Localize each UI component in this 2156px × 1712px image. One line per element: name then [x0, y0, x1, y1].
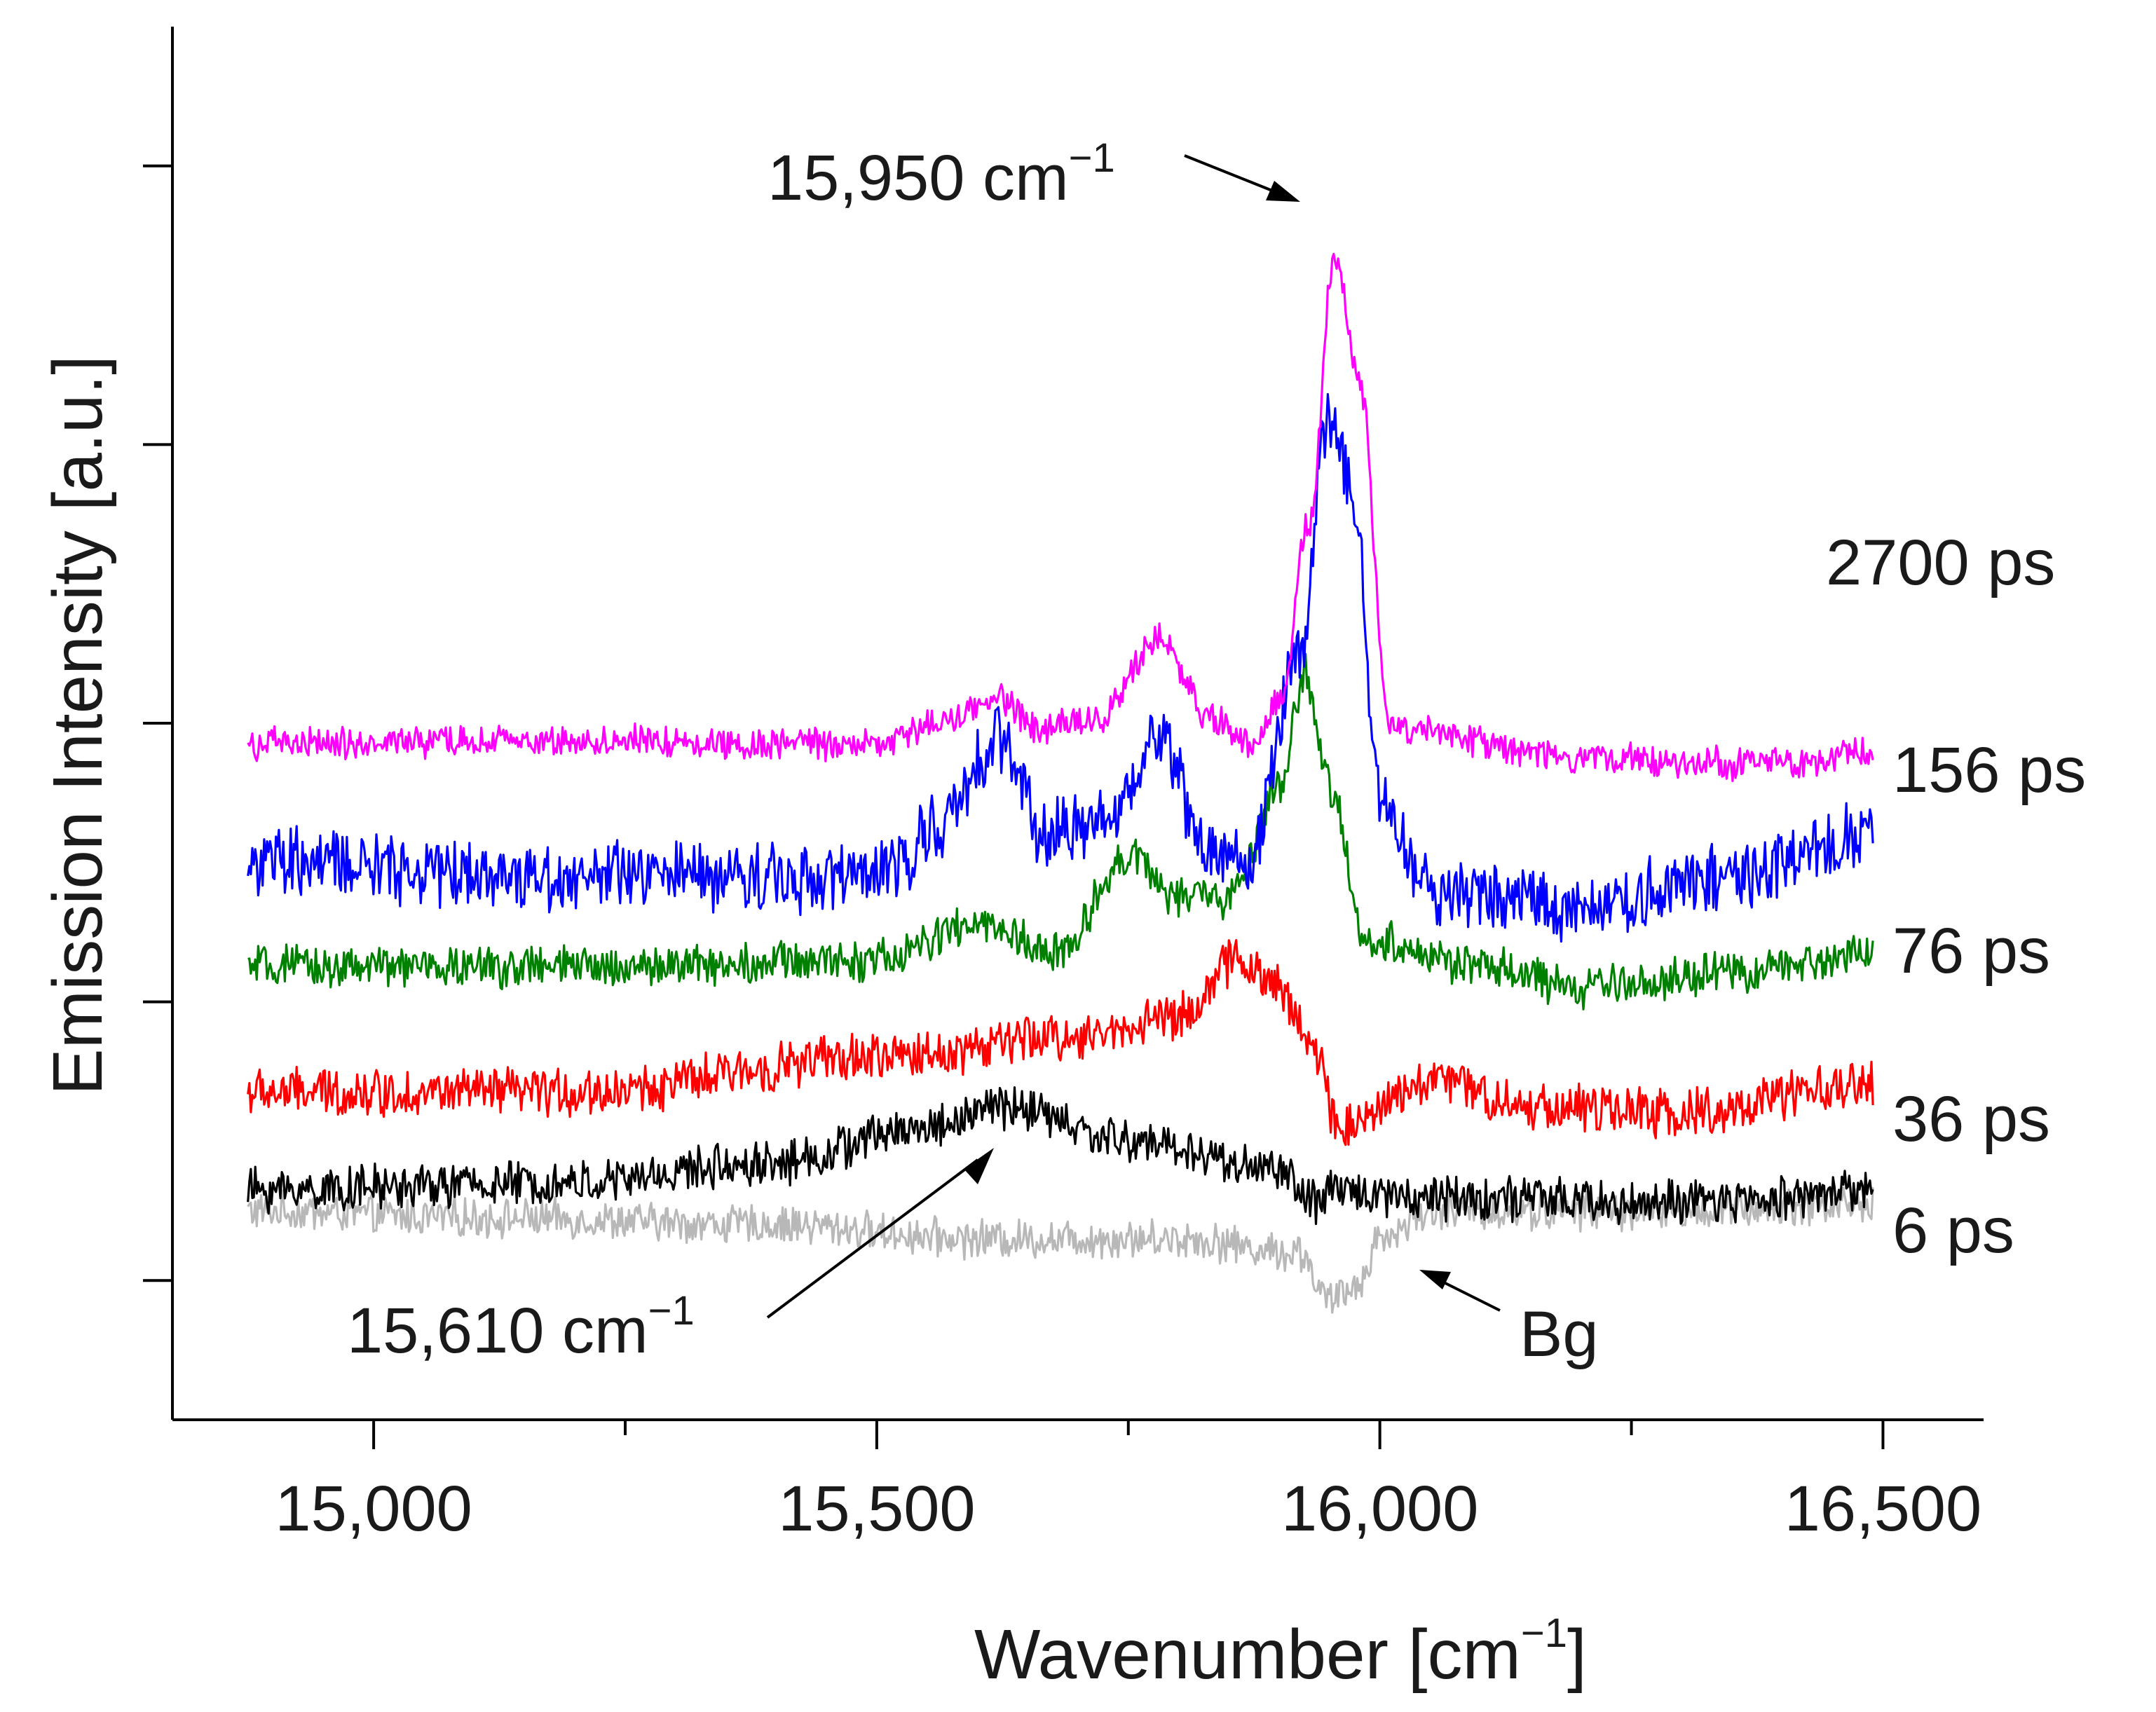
series-line-156ps	[247, 392, 1874, 943]
series-line-76ps	[247, 652, 1874, 1011]
y-ticks	[143, 164, 172, 1282]
series-label-6ps: 6 ps	[1892, 1195, 2014, 1266]
annotation-15610: 15,610 cm−1	[347, 1148, 994, 1367]
series-label-36ps: 36 ps	[1892, 1083, 2050, 1155]
x-axis-title-sup: −1	[1521, 1610, 1567, 1656]
x-tick-label-16000: 16,000	[1281, 1473, 1478, 1545]
annotation-15950-main: 15,950 cm	[767, 142, 1069, 214]
annotation-15610-arrowhead	[964, 1148, 994, 1184]
annotation-bg-text: Bg	[1520, 1299, 1599, 1370]
x-tick-labels: 15,000 15,500 16,000 16,500	[275, 1473, 1981, 1545]
x-tick-label-15000: 15,000	[275, 1473, 472, 1545]
annotation-15950-text: 15,950 cm−1	[767, 135, 1115, 214]
series-line-Bg	[247, 1186, 1874, 1314]
x-tick-label-15500: 15,500	[778, 1473, 975, 1545]
x-axis-title-end: ]	[1567, 1615, 1587, 1694]
series-labels: 2700 ps 156 ps 76 ps 36 ps 6 ps	[1826, 527, 2086, 1266]
annotation-15610-arrow	[766, 1158, 979, 1319]
series-line-36ps	[247, 939, 1874, 1146]
x-axis-title: Wavenumber [cm−1]	[974, 1610, 1587, 1694]
series-label-156ps: 156 ps	[1892, 734, 2086, 806]
annotation-15610-sup: −1	[648, 1288, 695, 1334]
x-axis-title-main: Wavenumber [cm	[974, 1615, 1521, 1694]
annotation-15950-arrowhead	[1266, 181, 1300, 202]
series-line-6ps	[247, 1086, 1874, 1226]
x-tick-label-16500: 16,500	[1785, 1473, 1981, 1545]
annotation-15610-main: 15,610 cm	[347, 1295, 648, 1367]
annotation-15950-arrow	[1184, 154, 1283, 196]
x-ticks	[372, 1420, 1885, 1449]
series-label-2700ps: 2700 ps	[1826, 527, 2055, 598]
annotation-15610-text: 15,610 cm−1	[347, 1288, 695, 1367]
annotation-15950-sup: −1	[1069, 135, 1115, 181]
annotation-bg: Bg	[1419, 1270, 1599, 1370]
series-label-76ps: 76 ps	[1892, 915, 2050, 987]
series-line-2700ps	[247, 252, 1874, 783]
y-axis-title: Emission Intensity [a.u.]	[39, 355, 117, 1095]
annotation-bg-arrowhead	[1419, 1270, 1451, 1289]
series-layer	[247, 252, 1874, 1314]
annotation-bg-arrow	[1436, 1278, 1501, 1312]
annotation-15950: 15,950 cm−1	[767, 135, 1300, 214]
